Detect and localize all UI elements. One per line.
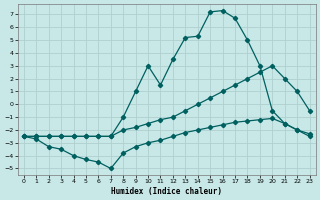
X-axis label: Humidex (Indice chaleur): Humidex (Indice chaleur) (111, 187, 222, 196)
